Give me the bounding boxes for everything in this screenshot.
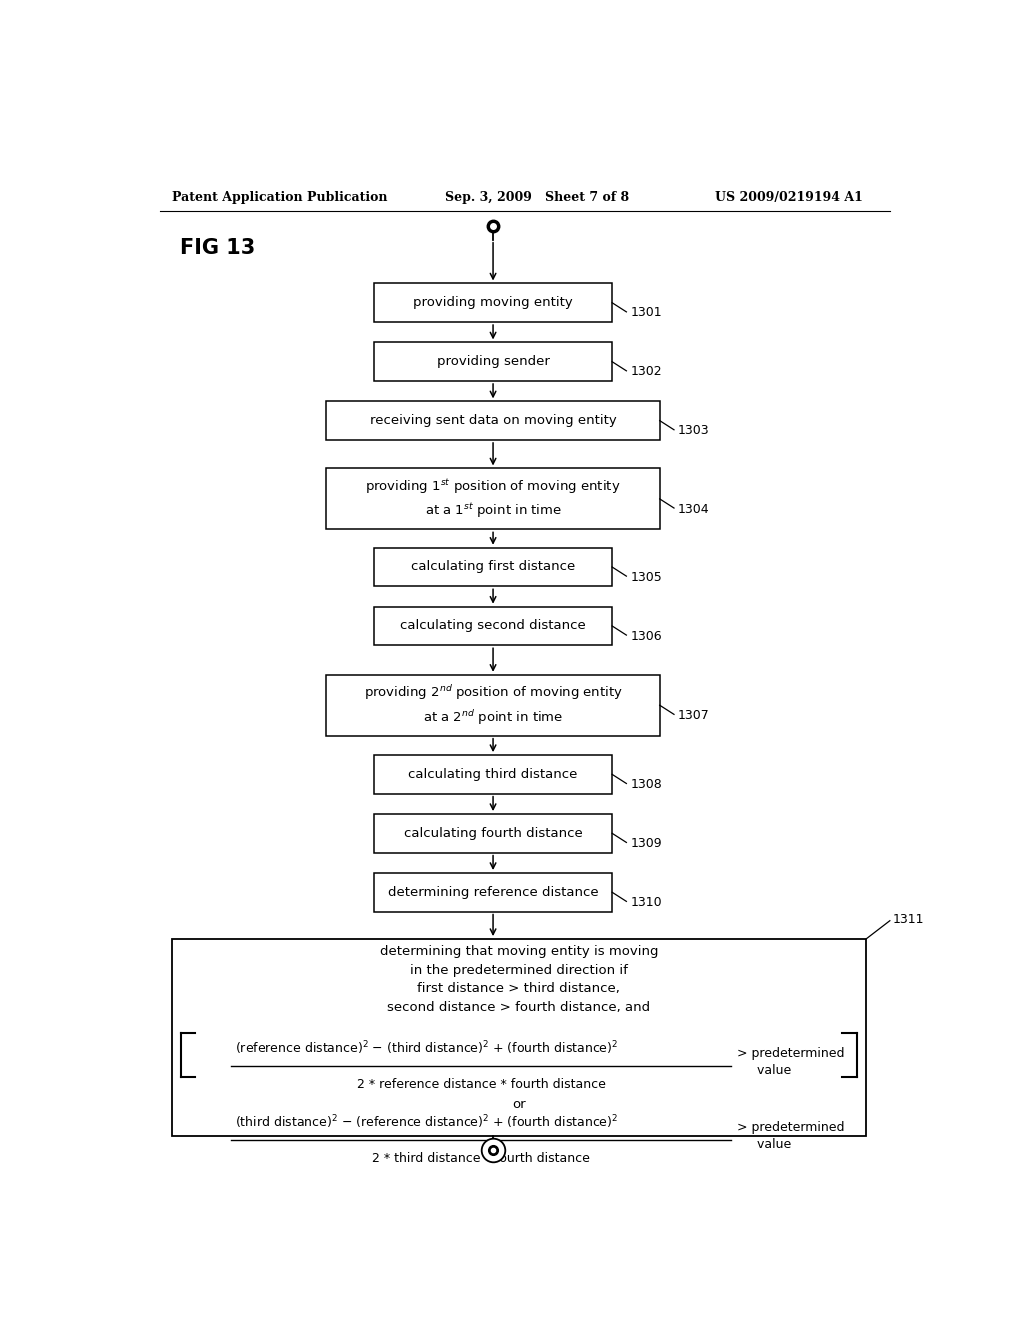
Text: 2 * third distance * fourth distance: 2 * third distance * fourth distance: [372, 1152, 590, 1166]
Text: receiving sent data on moving entity: receiving sent data on moving entity: [370, 414, 616, 428]
Text: providing 1$^{st}$ position of moving entity
at a 1$^{st}$ point in time: providing 1$^{st}$ position of moving en…: [366, 478, 621, 520]
Text: 1305: 1305: [631, 570, 663, 583]
Text: US 2009/0219194 A1: US 2009/0219194 A1: [715, 190, 863, 203]
FancyBboxPatch shape: [374, 814, 612, 853]
Text: 1308: 1308: [631, 777, 663, 791]
Text: 1304: 1304: [678, 503, 710, 516]
Text: FIG 13: FIG 13: [179, 238, 255, 257]
Text: Sep. 3, 2009   Sheet 7 of 8: Sep. 3, 2009 Sheet 7 of 8: [445, 190, 630, 203]
FancyBboxPatch shape: [172, 939, 866, 1137]
FancyBboxPatch shape: [374, 873, 612, 912]
Text: determining reference distance: determining reference distance: [388, 886, 598, 899]
Text: determining that moving entity is moving
in the predetermined direction if
first: determining that moving entity is moving…: [380, 945, 658, 1014]
Text: 1302: 1302: [631, 366, 662, 379]
Text: 1307: 1307: [678, 709, 710, 722]
Text: 1309: 1309: [631, 837, 662, 850]
FancyBboxPatch shape: [374, 548, 612, 586]
Text: calculating fourth distance: calculating fourth distance: [403, 826, 583, 840]
Text: 1301: 1301: [631, 306, 662, 319]
Text: (reference distance)$^2$ $-$ (third distance)$^2$ $+$ (fourth distance)$^2$: (reference distance)$^2$ $-$ (third dist…: [236, 1039, 618, 1056]
Text: 1310: 1310: [631, 896, 662, 909]
FancyBboxPatch shape: [374, 342, 612, 381]
Text: providing moving entity: providing moving entity: [413, 296, 573, 309]
Text: > predetermined
     value: > predetermined value: [737, 1121, 845, 1151]
Text: 1306: 1306: [631, 630, 662, 643]
Text: calculating third distance: calculating third distance: [409, 768, 578, 781]
FancyBboxPatch shape: [327, 401, 659, 440]
FancyBboxPatch shape: [374, 284, 612, 322]
FancyBboxPatch shape: [327, 469, 659, 529]
Text: 1311: 1311: [892, 913, 924, 927]
Text: 2 * reference distance * fourth distance: 2 * reference distance * fourth distance: [356, 1078, 605, 1090]
FancyBboxPatch shape: [327, 675, 659, 735]
Text: Patent Application Publication: Patent Application Publication: [172, 190, 387, 203]
Text: 1303: 1303: [678, 424, 710, 437]
Text: > predetermined
     value: > predetermined value: [737, 1047, 845, 1077]
Text: providing 2$^{nd}$ position of moving entity
at a 2$^{nd}$ point in time: providing 2$^{nd}$ position of moving en…: [364, 684, 623, 727]
Text: calculating second distance: calculating second distance: [400, 619, 586, 632]
Text: or: or: [512, 1098, 525, 1111]
Text: calculating first distance: calculating first distance: [411, 561, 575, 573]
FancyBboxPatch shape: [374, 607, 612, 645]
Text: (third distance)$^2$ $-$ (reference distance)$^2$ $+$ (fourth distance)$^2$: (third distance)$^2$ $-$ (reference dist…: [236, 1113, 618, 1131]
Text: providing sender: providing sender: [436, 355, 550, 368]
FancyBboxPatch shape: [374, 755, 612, 793]
